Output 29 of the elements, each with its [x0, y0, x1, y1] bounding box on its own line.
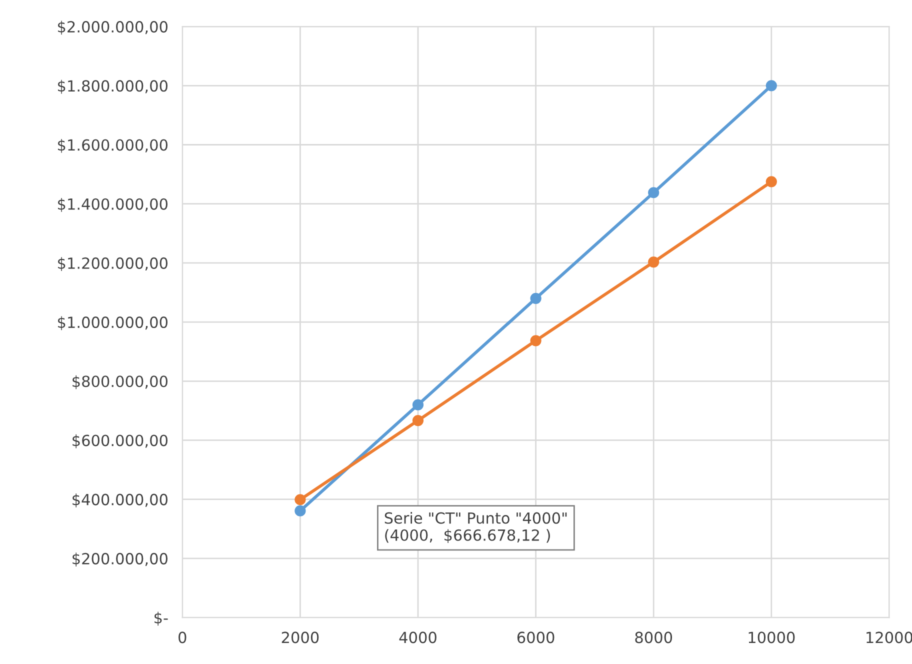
x-tick-label: 8000 — [635, 632, 672, 644]
point — [530, 335, 542, 346]
y-tick-label: $- — [154, 612, 168, 626]
x-tick-label: 4000 — [399, 632, 436, 644]
y-tick-label: $2.000.000,00 — [58, 20, 168, 35]
point — [294, 505, 306, 516]
y-tick-label: $800.000,00 — [72, 375, 168, 390]
point — [648, 187, 660, 198]
y-tick-label: $400.000,00 — [72, 494, 168, 508]
y-tick-label: $1.800.000,00 — [58, 80, 168, 94]
annotation: Serie "CT" Punto "4000" (4000, $666.678,12 ) — [384, 512, 567, 543]
point — [766, 176, 777, 188]
x-tick-label: 10000 — [748, 632, 795, 644]
point — [412, 399, 424, 410]
point — [530, 292, 542, 304]
point — [648, 256, 660, 268]
point — [766, 80, 777, 92]
y-tick-label: $200.000,00 — [72, 552, 168, 566]
point — [294, 494, 306, 506]
y-tick-label: $1.400.000,00 — [58, 198, 168, 212]
y-tick-label: $1.200.000,00 — [58, 257, 168, 271]
x-tick-label: 12000 — [866, 632, 912, 644]
y-tick-label: $600.000,00 — [72, 434, 168, 448]
point — [412, 414, 424, 426]
x-tick-label: 6000 — [517, 632, 554, 644]
y-tick-label: $1.000.000,00 — [58, 316, 168, 330]
x-tick-label: 0 — [178, 632, 186, 644]
y-tick-label: $1.600.000,00 — [58, 138, 168, 153]
x-tick-label: 2000 — [282, 632, 319, 644]
